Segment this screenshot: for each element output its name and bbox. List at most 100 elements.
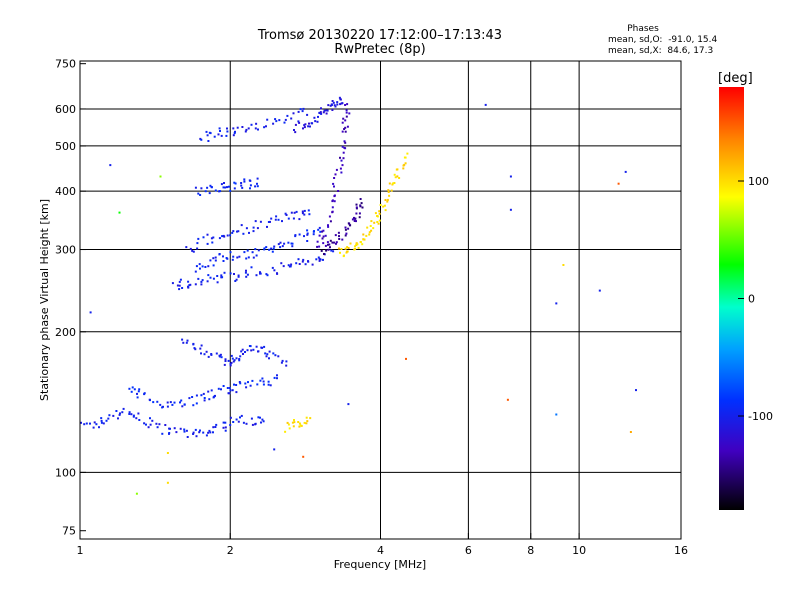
echo-point [244, 351, 246, 353]
echo-point [255, 122, 258, 125]
echo-point [255, 345, 258, 348]
echo-point [220, 183, 223, 186]
echo-point [344, 130, 347, 133]
echo-point [197, 277, 200, 280]
x-tick-label: 6 [465, 544, 472, 557]
y-tick-label: 400 [55, 185, 76, 198]
echo-point [222, 255, 224, 258]
echo-point [344, 141, 347, 144]
echo-point [238, 381, 241, 383]
echo-point [171, 282, 174, 285]
echo-point [384, 199, 387, 201]
echo-point [624, 170, 627, 173]
echo-point [293, 421, 296, 424]
echo-point [321, 237, 324, 240]
echo-point [617, 182, 620, 185]
echo-point [183, 428, 186, 431]
echo-point [200, 187, 203, 190]
echo-point [311, 263, 314, 266]
echo-point [180, 399, 183, 402]
echo-point [156, 400, 159, 403]
echo-point [342, 151, 345, 154]
echo-point [301, 260, 304, 263]
echo-point [257, 416, 260, 419]
echo-point [266, 353, 269, 356]
echo-point [168, 432, 170, 435]
echo-point [195, 394, 198, 397]
colorbar-ticks: 100 0 -100 [738, 175, 773, 423]
echo-point [216, 281, 219, 284]
echo-point [248, 231, 250, 234]
echo-point [95, 423, 98, 426]
echo-point [406, 152, 409, 155]
echo-point [252, 230, 255, 233]
echo-point [238, 358, 241, 360]
echo-point [85, 422, 88, 425]
echo-point [207, 390, 210, 393]
echo-point [218, 253, 221, 255]
echo-point [316, 245, 319, 248]
echo-point [509, 175, 512, 178]
echo-point [246, 249, 249, 252]
echo-point [354, 247, 357, 250]
echo-point [256, 177, 259, 180]
echo-point [318, 234, 321, 237]
echo-point [212, 277, 215, 280]
echo-point [250, 123, 253, 126]
echo-point [263, 126, 266, 129]
echo-point [201, 265, 204, 268]
echo-point [396, 168, 399, 171]
echo-point [331, 100, 334, 102]
echo-point [368, 233, 371, 236]
echo-point [212, 257, 215, 260]
echo-point [318, 257, 321, 260]
echo-point [259, 220, 262, 223]
echo-point [138, 419, 141, 421]
echo-point [256, 227, 259, 230]
echo-point [343, 254, 345, 257]
echo-point [98, 426, 100, 429]
echo-point [292, 112, 295, 115]
echo-point [225, 134, 228, 137]
echo-point [222, 186, 225, 189]
echo-point [334, 234, 337, 237]
echo-point [286, 114, 289, 117]
echo-point [334, 105, 337, 108]
echo-point [217, 133, 220, 136]
echo-point [333, 185, 335, 188]
echo-point [333, 104, 336, 107]
echo-point [233, 132, 236, 135]
chart-subtitle: RwPretec (8p) [334, 42, 425, 57]
echo-point [320, 249, 323, 252]
echo-point [300, 424, 303, 427]
echo-point [173, 401, 176, 404]
echo-point [355, 212, 358, 215]
echo-point [335, 241, 338, 244]
echo-point [264, 352, 267, 355]
echo-point [404, 162, 407, 165]
echo-point [344, 119, 347, 122]
echo-point [203, 399, 206, 402]
echo-point [344, 126, 347, 129]
echo-point [218, 355, 221, 358]
echo-point [386, 198, 389, 201]
echo-point [237, 275, 240, 278]
echo-point [229, 234, 232, 237]
echo-point [275, 120, 278, 123]
echo-point [265, 273, 268, 276]
echo-point [185, 246, 188, 249]
echo-point [257, 350, 260, 353]
echo-point [279, 241, 282, 244]
echo-point [302, 455, 305, 458]
echo-point [247, 127, 250, 130]
echo-point [149, 417, 151, 420]
echo-point [378, 212, 381, 215]
echo-point [306, 233, 309, 236]
echo-point [213, 395, 216, 398]
echo-point [292, 425, 295, 428]
echo-point [215, 423, 218, 426]
echo-point [256, 383, 259, 386]
echo-point [265, 246, 268, 249]
echo-point [331, 206, 334, 209]
echo-point [83, 423, 86, 426]
